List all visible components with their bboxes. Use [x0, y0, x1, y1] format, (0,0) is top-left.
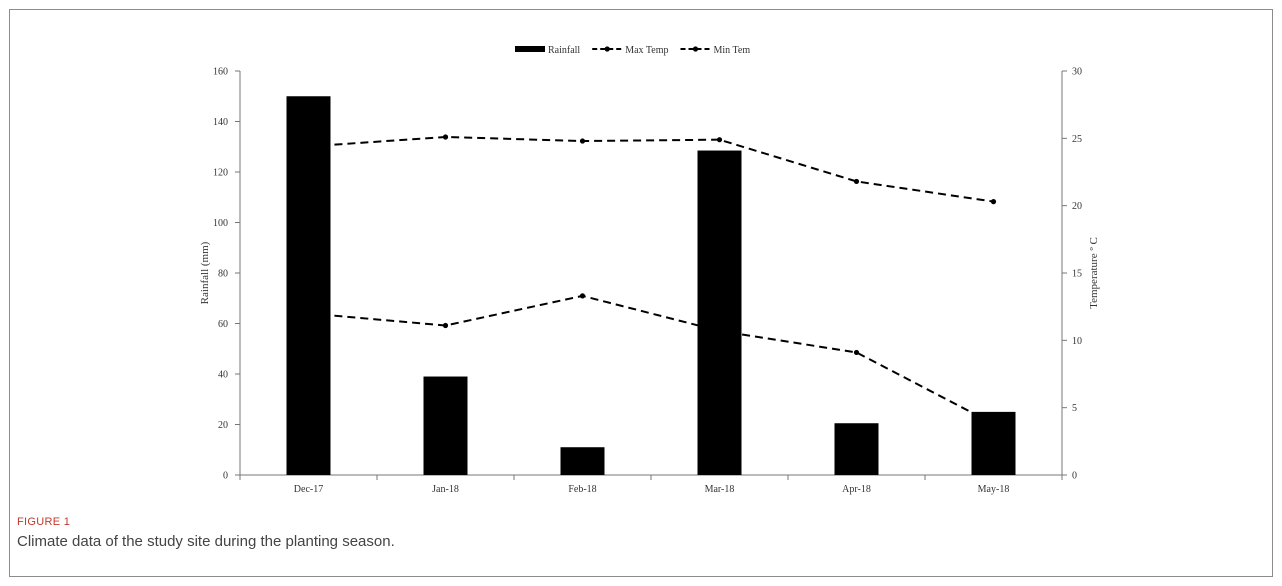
- y2-tick-label: 5: [1072, 403, 1077, 414]
- legend-max-temp-marker: [604, 46, 610, 52]
- legend-rainfall-label: Rainfall: [548, 45, 580, 56]
- y-axis-title: Rainfall (mm): [199, 241, 211, 304]
- max-temp-point: [990, 199, 997, 205]
- x-tick-label: Feb-18: [568, 484, 596, 495]
- y2-tick-label: 15: [1072, 269, 1082, 280]
- figure-label: FIGURE 1: [17, 516, 71, 528]
- max-temp-line: [308, 135, 994, 203]
- min-temp-point: [853, 349, 860, 356]
- legend-min-temp-label: Min Tem: [714, 45, 751, 56]
- max-temp-point: [442, 134, 449, 140]
- climate-chart: Rainfall Max Temp Min Tem 0204060801001201…: [199, 45, 1100, 496]
- y-tick-label: 160: [213, 67, 228, 78]
- max-temp-point: [716, 137, 723, 143]
- x-tick-label: Dec-17: [294, 484, 323, 495]
- temperature-lines: [305, 134, 997, 427]
- min-temp-point: [990, 421, 997, 427]
- x-tick-label: Jan-18: [432, 484, 459, 495]
- min-temp-line: [308, 294, 994, 425]
- y-tick-label: 140: [213, 117, 228, 128]
- y-tick-label: 80: [218, 269, 228, 280]
- y-tick-label: 100: [213, 218, 228, 229]
- rainfall-bars: [286, 96, 1016, 475]
- min-temp-point: [579, 293, 586, 299]
- rainfall-bar: [423, 376, 468, 475]
- x-tick-label: May-18: [978, 484, 1010, 495]
- min-temp-point: [716, 328, 723, 334]
- chart-legend: Rainfall Max Temp Min Tem: [515, 45, 750, 56]
- rainfall-bar: [834, 423, 879, 475]
- y-tick-label: 120: [213, 168, 228, 179]
- max-temp-point: [305, 143, 312, 150]
- legend-max-temp-label: Max Temp: [625, 45, 668, 56]
- rainfall-bar: [560, 447, 605, 475]
- legend-min-temp-marker: [692, 46, 699, 52]
- y2-axis-title: Temperature º C: [1088, 237, 1100, 309]
- max-temp-point: [853, 178, 860, 185]
- figure-caption: Climate data of the study site during th…: [17, 533, 395, 550]
- min-temp-point: [442, 322, 449, 329]
- y-tick-label: 20: [218, 420, 228, 431]
- min-temp-point: [305, 310, 312, 316]
- y-tick-label: 0: [223, 471, 228, 482]
- rainfall-bar: [697, 150, 742, 475]
- y2-tick-label: 20: [1072, 201, 1082, 212]
- y2-tick-label: 10: [1072, 336, 1082, 347]
- max-temp-point: [579, 138, 586, 144]
- x-tick-label: Mar-18: [705, 484, 735, 495]
- chart-axes: 0 20 40 60 80 100 120 140 160 0 5 10 15 20 25 30 Dec-17 J…: [199, 67, 1100, 496]
- legend-rainfall-swatch: [515, 46, 545, 52]
- y2-tick-label: 30: [1072, 67, 1082, 78]
- y-tick-label: 40: [218, 370, 228, 381]
- x-tick-label: Apr-18: [842, 484, 871, 495]
- y2-tick-label: 0: [1072, 471, 1077, 482]
- rainfall-bar: [286, 96, 331, 475]
- y2-tick-label: 25: [1072, 134, 1082, 145]
- y-tick-label: 60: [218, 319, 228, 330]
